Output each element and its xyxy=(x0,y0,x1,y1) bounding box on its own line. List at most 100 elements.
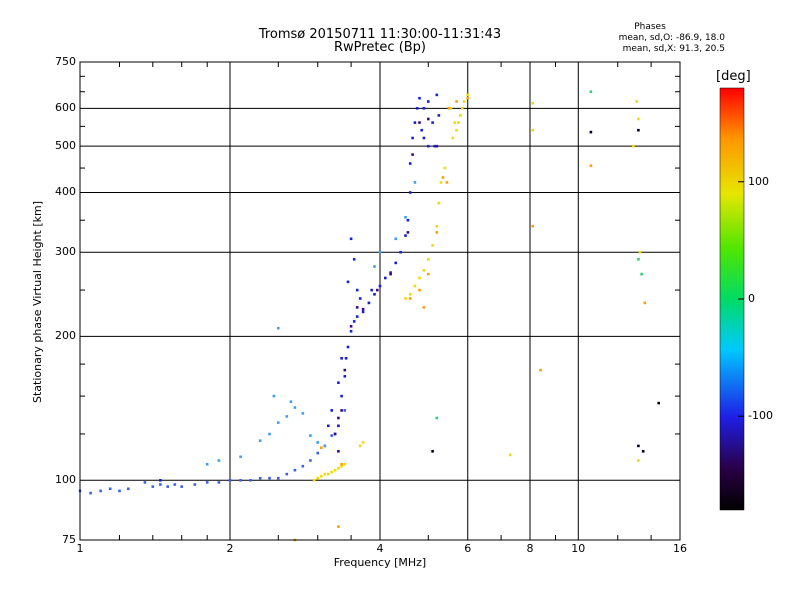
data-point xyxy=(361,310,365,314)
data-point xyxy=(143,481,147,484)
data-point xyxy=(127,487,130,491)
y-tick-label: 600 xyxy=(55,101,76,115)
data-point xyxy=(441,176,445,179)
data-point xyxy=(437,201,441,205)
data-point xyxy=(433,144,436,148)
data-point xyxy=(205,463,209,466)
data-point xyxy=(352,258,356,261)
data-point xyxy=(151,485,155,488)
data-point xyxy=(293,468,297,472)
data-point xyxy=(337,450,340,453)
data-point xyxy=(531,224,534,228)
colorbar xyxy=(719,87,745,511)
data-point xyxy=(355,306,359,309)
colorbar-label: [deg] xyxy=(716,69,751,84)
data-point xyxy=(193,483,197,486)
data-point xyxy=(418,96,421,100)
data-point xyxy=(343,463,347,466)
data-point xyxy=(435,416,439,420)
data-point xyxy=(349,237,353,241)
data-point xyxy=(330,434,333,437)
data-point xyxy=(205,481,209,484)
data-point xyxy=(406,218,410,222)
data-point xyxy=(632,144,635,148)
data-point xyxy=(431,121,434,124)
data-point xyxy=(349,325,353,328)
data-point xyxy=(413,284,417,288)
data-point xyxy=(340,394,343,398)
data-point xyxy=(637,444,640,448)
data-point xyxy=(337,381,340,384)
data-point xyxy=(337,416,340,420)
data-point xyxy=(384,276,387,280)
data-point xyxy=(443,166,447,170)
data-point xyxy=(333,468,337,472)
data-point xyxy=(285,415,289,418)
data-point xyxy=(293,406,297,409)
data-point xyxy=(344,357,348,360)
data-point xyxy=(427,258,430,261)
data-point xyxy=(462,100,466,103)
data-point xyxy=(316,451,319,455)
data-point xyxy=(411,153,414,156)
data-point xyxy=(637,128,640,132)
data-point xyxy=(330,470,333,474)
data-point xyxy=(439,181,443,184)
data-point xyxy=(404,216,407,219)
data-point xyxy=(466,93,469,97)
data-point xyxy=(323,472,327,476)
data-point xyxy=(249,479,252,482)
data-point xyxy=(370,288,373,292)
y-axis-label: Stationary phase Virtual Height [km] xyxy=(31,200,44,404)
data-point xyxy=(508,453,512,457)
data-point xyxy=(340,409,343,412)
data-point xyxy=(173,483,177,486)
data-point xyxy=(427,272,430,276)
chart-title: Tromsø 20150711 11:30:00-11:31:43 xyxy=(258,27,502,42)
data-point xyxy=(217,459,221,462)
data-point xyxy=(431,244,434,247)
data-point xyxy=(239,455,242,459)
y-tick-label: 75 xyxy=(62,533,76,546)
x-tick-label: 8 xyxy=(526,542,534,555)
data-point xyxy=(435,224,439,228)
data-point xyxy=(301,464,305,468)
data-point xyxy=(427,144,430,148)
data-point xyxy=(159,479,162,482)
data-point xyxy=(413,181,417,184)
data-point xyxy=(435,144,439,148)
data-points xyxy=(78,90,660,542)
data-point xyxy=(411,136,414,140)
data-point xyxy=(404,234,407,237)
data-point xyxy=(301,412,305,415)
data-point xyxy=(289,400,293,403)
x-tick-label: 10 xyxy=(571,542,586,555)
data-point xyxy=(277,326,280,330)
data-point xyxy=(337,525,340,528)
data-point xyxy=(455,128,458,132)
data-point xyxy=(316,476,319,480)
data-point xyxy=(408,191,412,194)
colorbar-tick-label: 0 xyxy=(748,292,755,305)
phase-info-heading: Phases xyxy=(634,22,666,32)
x-axis-label: Frequency [MHz] xyxy=(333,556,427,569)
data-point xyxy=(277,476,280,480)
data-point xyxy=(408,297,412,300)
data-point xyxy=(427,117,430,121)
data-point xyxy=(413,121,417,124)
data-point xyxy=(361,307,365,311)
data-point xyxy=(408,162,412,165)
data-point xyxy=(422,269,426,272)
data-point xyxy=(637,117,640,121)
data-point xyxy=(431,450,434,453)
data-point xyxy=(355,288,359,292)
data-point xyxy=(418,288,421,292)
data-point xyxy=(531,101,534,105)
data-point xyxy=(445,181,449,184)
data-point xyxy=(435,93,439,97)
data-point xyxy=(635,100,638,103)
data-point xyxy=(420,128,423,132)
data-point xyxy=(340,464,343,468)
y-tick-label: 750 xyxy=(55,55,76,68)
